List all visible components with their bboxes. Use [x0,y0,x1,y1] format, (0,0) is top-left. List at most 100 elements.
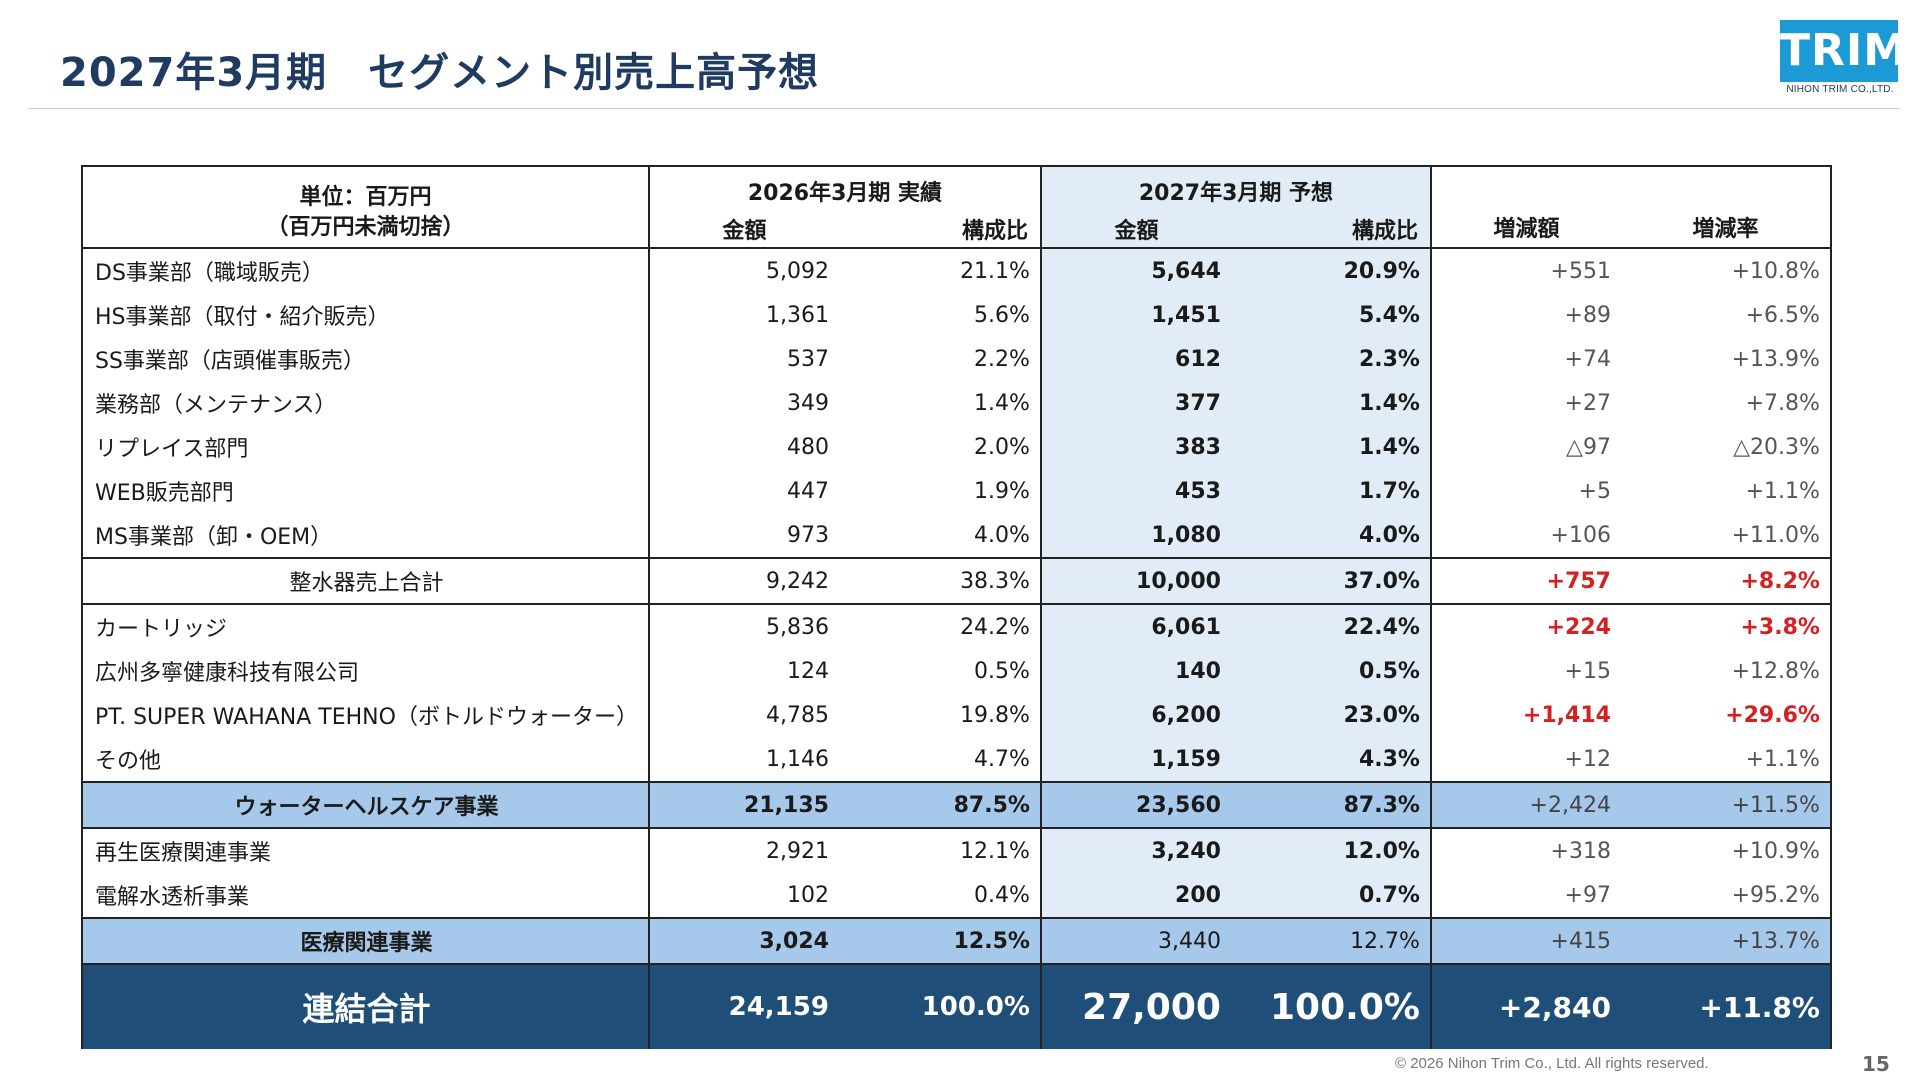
copyright-footer: © 2026 Nihon Trim Co., Ltd. All rights r… [1395,1055,1709,1072]
segment-sales-table: 単位：百万円 （百万円未満切捨） 2026年3月期 実績 2027年3月期 予想… [81,165,1832,1049]
actual-amount: 24,159 [647,964,839,1049]
actual-amount: 349 [647,381,839,425]
trim-logo: TRIM NIHON TRIM CO.,LTD. [1780,20,1907,95]
actual-ratio: 4.0% [838,513,1041,559]
forecast-ratio: 37.0% [1230,558,1431,605]
table-row: 再生医療関連事業 2,921 12.1% 3,240 12.0% +318 +1… [81,828,1832,873]
table-row: リプレイス部門 480 2.0% 383 1.4% △97 △20.3% [81,425,1832,469]
change-rate: +11.8% [1620,964,1832,1049]
forecast-period-header: 2027年3月期 予想 [1039,165,1431,211]
row-label: HS事業部（取付・紹介販売） [81,293,649,337]
change-amount: +757 [1429,558,1621,605]
forecast-amount: 383 [1039,425,1231,469]
row-label: SS事業部（店頭催事販売） [81,337,649,381]
forecast-amount: 27,000 [1039,964,1231,1049]
actual-ratio: 21.1% [960,258,1030,284]
change-amount: +106 [1429,513,1621,559]
actual-amount: 1,146 [647,737,839,783]
forecast-amount: 5,644 [1039,248,1231,293]
row-label: カートリッジ [81,604,649,649]
table-row: WEB販売部門 447 1.9% 453 1.7% +5 +1.1% [81,469,1832,513]
change-amount: +551 [1429,248,1621,293]
actual-period-header: 2026年3月期 実績 [648,165,1041,211]
forecast-amount: 1,159 [1039,737,1231,783]
forecast-ratio: 87.3% [1230,782,1431,829]
change-rate: +3.8% [1620,604,1832,649]
table-row: HS事業部（取付・紹介販売） 1,361 5.6% 1,451 5.4% +89… [81,293,1832,337]
change-rate: +95.2% [1620,873,1832,919]
forecast-amount: 377 [1039,381,1231,425]
change-amount: +89 [1429,293,1621,337]
change-rate: +29.6% [1620,693,1832,737]
row-label: 医療関連事業 [81,918,649,965]
actual-amount: 973 [647,513,839,559]
logo-mark: TRIM [1780,20,1907,82]
row-label: 広州多寧健康科技有限公司 [81,649,649,693]
actual-ratio: 5.6% [974,302,1030,328]
segment-total-row: ウォーターヘルスケア事業 21,135 87.5% 23,560 87.3% +… [81,782,1832,829]
unit-note: （百万円未満切捨） [266,215,465,240]
forecast-amount: 6,061 [1039,604,1231,649]
row-label: DS事業部（職域販売） [81,248,649,293]
row-label: 業務部（メンテナンス） [81,381,649,425]
consolidated-total-row: 連結合計 24,159 100.0% 27,000 100.0% +2,840 … [81,964,1832,1049]
actual-ratio: 38.3% [838,558,1041,605]
page-title: 2027年3月期 セグメント別売上高予想 [60,50,820,96]
table-row: 電解水透析事業 102 0.4% 200 0.7% +97 +95.2% [81,873,1832,919]
change-rate: △20.3% [1620,425,1832,469]
actual-ratio: 19.8% [960,702,1030,728]
page-number: 15 [1862,1052,1890,1076]
forecast-amount: 1,451 [1039,293,1231,337]
row-label: PT. SUPER WAHANA TEHNO（ボトルドウォーター） [81,693,649,737]
actual-ratio: 12.1% [960,838,1030,864]
row-label: 整水器売上合計 [81,558,649,605]
row-label: その他 [81,737,649,783]
change-amount: +15 [1429,649,1621,693]
forecast-amount: 612 [1039,337,1231,381]
forecast-amount: 1,080 [1039,513,1231,559]
change-rate: +6.5% [1620,293,1832,337]
actual-amount: 102 [647,873,839,919]
change-rate: +7.8% [1620,381,1832,425]
change-amount-header: 増減額 [1429,165,1621,249]
unit-header: 単位：百万円 （百万円未満切捨） [81,165,650,249]
change-amount: +97 [1429,873,1621,919]
actual-ratio: 4.7% [838,737,1041,783]
change-rate: +1.1% [1620,737,1832,783]
forecast-amount-header: 金額 [1039,211,1231,249]
change-amount: +2,840 [1429,964,1621,1049]
change-amount: +318 [1429,828,1621,873]
forecast-ratio: 12.0% [1230,828,1431,873]
row-label: 電解水透析事業 [81,873,649,919]
forecast-ratio: 0.7% [1230,873,1431,919]
forecast-ratio: 1.7% [1230,469,1431,513]
actual-amount: 9,242 [647,558,839,605]
forecast-ratio: 4.0% [1230,513,1431,559]
forecast-ratio: 2.3% [1230,337,1431,381]
subtotal-row: 整水器売上合計 9,242 38.3% 10,000 37.0% +757 +8… [81,558,1832,605]
actual-ratio: 2.2% [974,346,1030,372]
actual-ratio-header: 構成比 [838,211,1041,249]
row-label: MS事業部（卸・OEM） [81,513,649,559]
actual-amount: 480 [647,425,839,469]
forecast-ratio: 12.7% [1230,918,1431,965]
forecast-ratio: 4.3% [1230,737,1431,783]
forecast-ratio: 20.9% [1230,248,1431,293]
actual-amount: 1,361 [647,293,839,337]
change-rate: +13.7% [1620,918,1832,965]
change-rate: +13.9% [1620,337,1832,381]
table-row: その他 1,146 4.7% 1,159 4.3% +12 +1.1% [81,737,1832,783]
logo-company-name: NIHON TRIM CO.,LTD. [1786,84,1894,95]
actual-ratio: 12.5% [838,918,1041,965]
table-row: PT. SUPER WAHANA TEHNO（ボトルドウォーター） 4,785 … [81,693,1832,737]
change-amount: +27 [1429,381,1621,425]
change-rate: +10.9% [1620,828,1832,873]
row-label: ウォーターヘルスケア事業 [81,782,649,829]
forecast-ratio: 22.4% [1230,604,1431,649]
forecast-ratio: 23.0% [1230,693,1431,737]
change-amount: +74 [1429,337,1621,381]
forecast-amount: 10,000 [1039,558,1231,605]
actual-amount-header: 金額 [648,211,839,249]
actual-ratio: 87.5% [838,782,1041,829]
forecast-ratio: 0.5% [1230,649,1431,693]
